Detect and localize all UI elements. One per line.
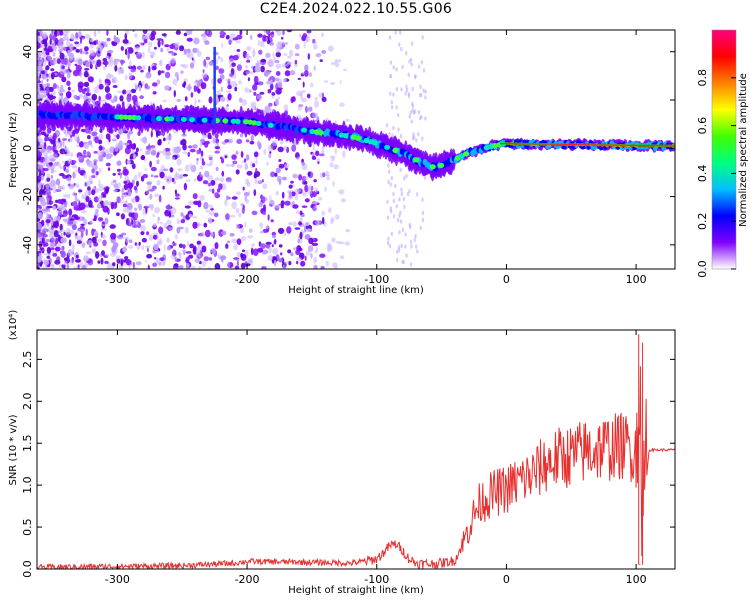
colorbar-tick-label: 0.4 — [696, 165, 709, 183]
colorbar-gradient — [712, 30, 736, 269]
plot-frame — [36, 329, 676, 570]
colorbar-label: Normalized spectral amplitude — [738, 73, 749, 227]
x-tick-label: -100 — [364, 573, 389, 586]
y-tick-label: 0 — [21, 145, 34, 152]
colorbar-tick-label: 0.6 — [696, 117, 709, 135]
x-tick-label: -100 — [364, 273, 389, 286]
y-tick-label: 1.0 — [21, 476, 34, 494]
x-tick-label: -300 — [105, 573, 130, 586]
snr-line — [37, 366, 675, 569]
ridge-core-peak — [499, 142, 675, 147]
y-axis-label: Frequency (Hz) — [8, 112, 19, 188]
x-tick-label: 0 — [503, 573, 510, 586]
y-axis-multiplier: (x10⁴) — [8, 310, 19, 341]
colorbar: 0.0 0.2 0.4 0.6 0.8 Normalized spectral ampli… — [696, 29, 749, 278]
y-tick-label: 20 — [21, 93, 34, 107]
y-tick-label: -20 — [21, 188, 34, 206]
x-tick-label: 100 — [626, 273, 647, 286]
snr-series — [37, 334, 675, 569]
x-tick-label: -300 — [105, 273, 130, 286]
plot-background — [37, 330, 675, 569]
colorbar-tick-label: 0.0 — [696, 260, 709, 278]
y-tick-label: 2.5 — [21, 351, 34, 369]
x-axis-label: Height of straight line (km) — [288, 285, 424, 296]
colorbar-frame — [711, 29, 737, 270]
colorbar-tick-label: 0.2 — [696, 212, 709, 230]
y-tick-label: -40 — [21, 236, 34, 254]
x-tick-label: -200 — [235, 273, 260, 286]
x-tick-label: -200 — [235, 573, 260, 586]
y-tick-label: 2.0 — [21, 393, 34, 411]
y-tick-label: 0.5 — [21, 518, 34, 536]
x-axis-label: Height of straight line (km) — [288, 585, 424, 596]
spectral-ridge — [37, 46, 675, 182]
x-tick-label: 0 — [503, 273, 510, 286]
plot-frame — [36, 29, 676, 270]
y-tick-label: 40 — [21, 45, 34, 59]
figure-title: C2E4.2024.022.10.55.G06 — [259, 1, 453, 17]
x-tick-label: 100 — [626, 573, 647, 586]
y-tick-label: 0.0 — [21, 560, 34, 578]
y-tick-label: 1.5 — [21, 434, 34, 452]
colorbar-tick-label: 0.8 — [696, 69, 709, 87]
snr-panel: -300 -200 -100 0 100 0.0 0.5 1.0 1.5 2.0 2.5(x10⁴)… — [8, 310, 676, 596]
y-axis-label: SNR (10 * v/v) — [8, 414, 19, 485]
